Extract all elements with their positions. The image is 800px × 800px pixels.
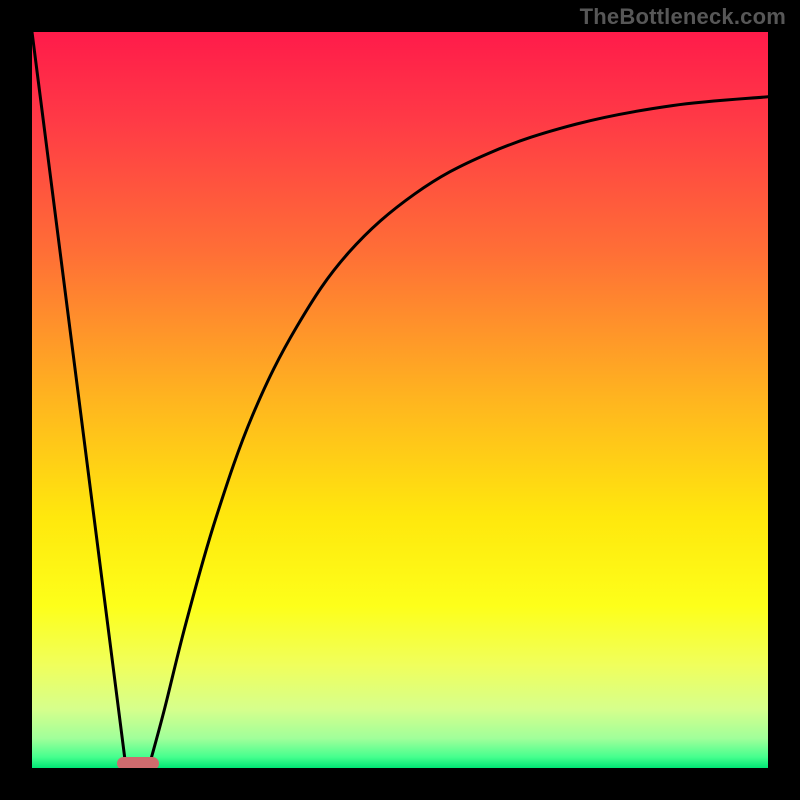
- curve-right-branch: [150, 97, 768, 764]
- chart-frame: TheBottleneck.com: [0, 0, 800, 800]
- watermark-text: TheBottleneck.com: [580, 4, 786, 30]
- plot-area: [32, 32, 768, 768]
- minimum-marker-pill: [117, 757, 160, 768]
- bottleneck-curve: [32, 32, 768, 768]
- curve-left-branch: [32, 32, 125, 764]
